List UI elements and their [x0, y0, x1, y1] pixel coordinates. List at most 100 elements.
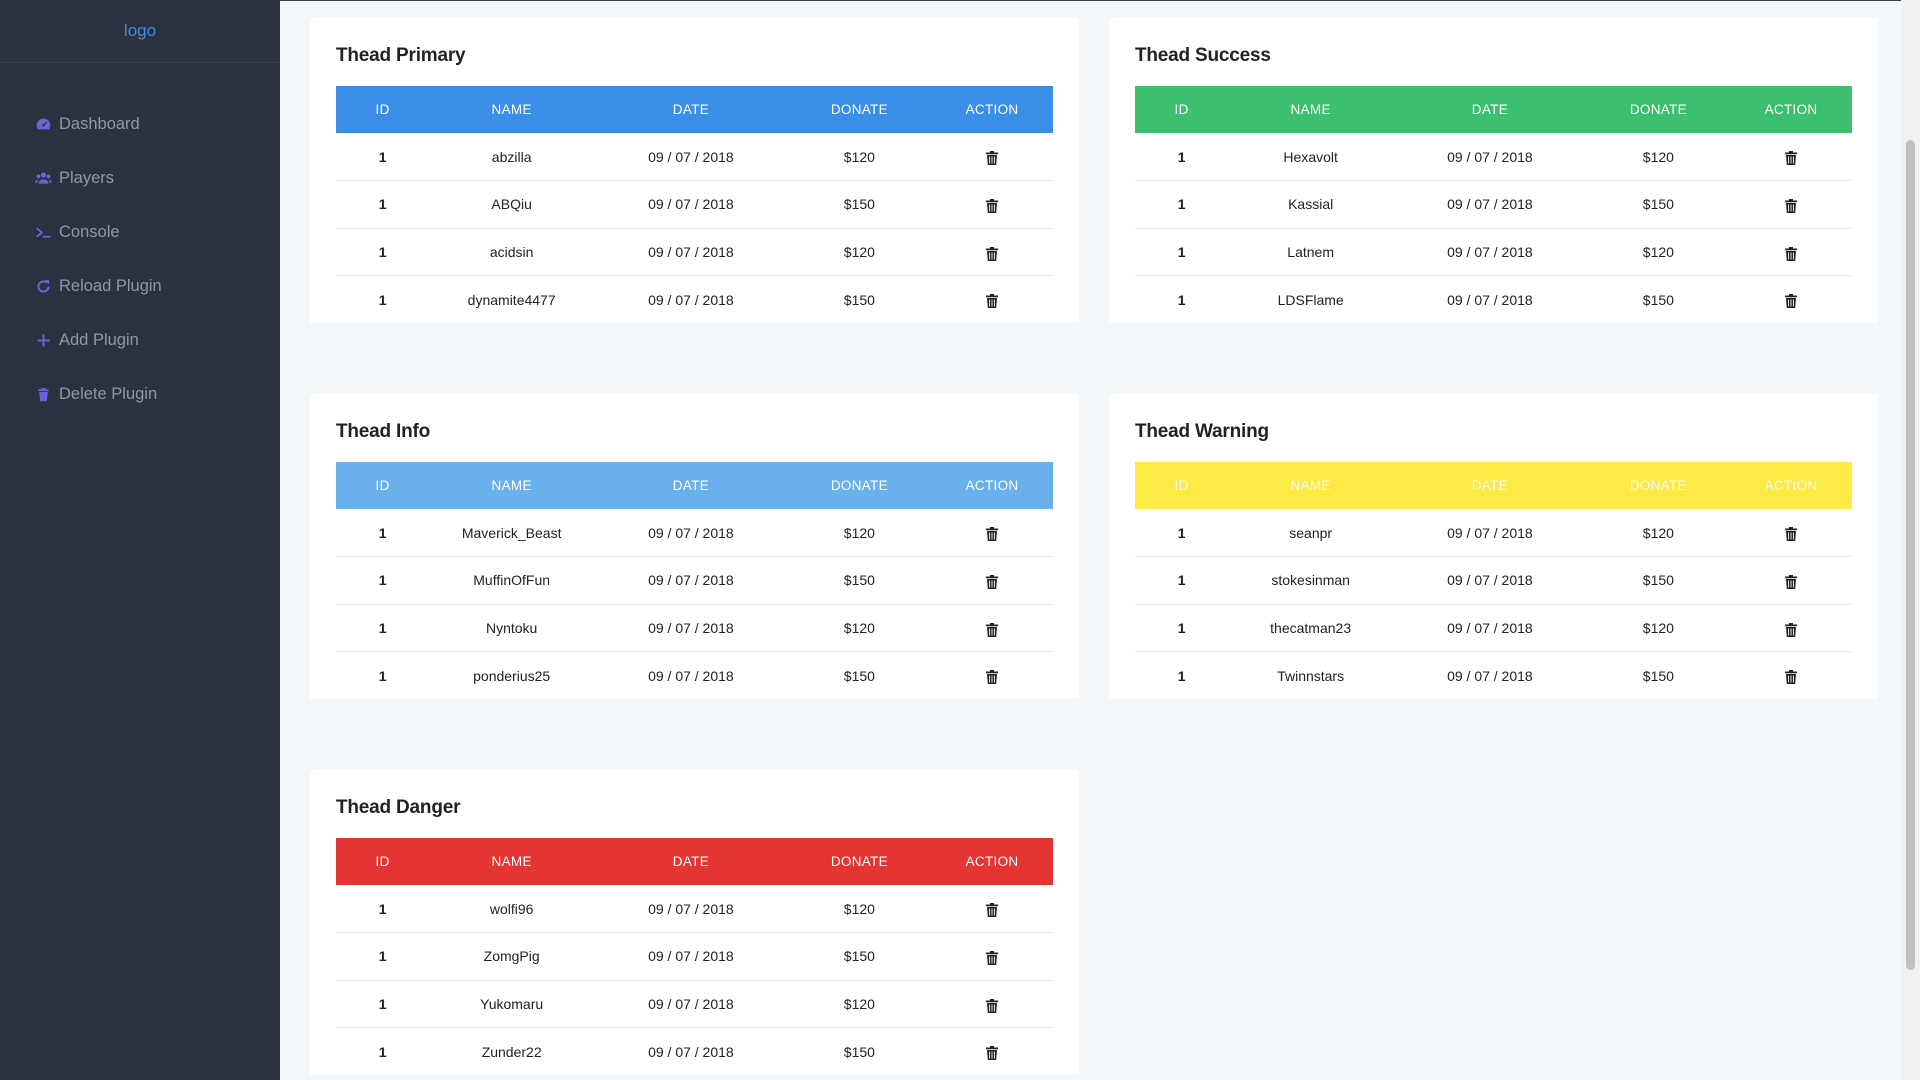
- trash-icon: [986, 1046, 999, 1061]
- sidebar: logo Dashboard Players Console: [0, 0, 280, 1080]
- delete-row-button[interactable]: [1785, 670, 1798, 685]
- cell-name: Kassial: [1228, 180, 1394, 229]
- table-row: 1 acidsin 09 / 07 / 2018 $120: [336, 228, 1053, 276]
- cell-date: 09 / 07 / 2018: [1393, 133, 1587, 181]
- card-thead-warning: Thead Warning ID NAME DATE DONATE ACTION 1 sea…: [1109, 394, 1878, 699]
- delete-row-button[interactable]: [986, 1046, 999, 1061]
- cell-donate: $120: [787, 980, 932, 1028]
- card-thead-primary: Thead Primary ID NAME DATE DONATE ACTION 1 abz…: [310, 18, 1079, 323]
- sidebar-item-delete-plugin[interactable]: Delete Plugin: [0, 367, 280, 421]
- cell-date: 09 / 07 / 2018: [648, 291, 734, 308]
- column-header-id: ID: [375, 102, 390, 117]
- column-header-donate: DONATE: [830, 478, 888, 493]
- delete-row-button[interactable]: [986, 294, 999, 309]
- column-header-action: ACTION: [965, 102, 1019, 117]
- cell-id: 1: [336, 509, 430, 557]
- column-header-name: NAME: [491, 854, 532, 869]
- cell-action: [931, 1028, 1053, 1076]
- delete-row-button[interactable]: [1785, 246, 1798, 261]
- trash-icon: [32, 384, 54, 404]
- sidebar-item-add-plugin[interactable]: Add Plugin: [0, 313, 280, 367]
- column-header-name: NAME: [491, 478, 532, 493]
- table-header-row: ID NAME DATE DONATE ACTION: [1135, 86, 1852, 133]
- sidebar-item-players[interactable]: Players: [0, 151, 280, 205]
- table-row: 1 seanpr 09 / 07 / 2018 $120: [1135, 509, 1852, 557]
- cell-id: 1: [1135, 604, 1229, 652]
- delete-row-button[interactable]: [986, 246, 999, 261]
- trash-icon: [986, 527, 999, 542]
- cell-date: 09 / 07 / 2018: [594, 556, 788, 605]
- cell-action: [1730, 556, 1852, 605]
- delete-row-button[interactable]: [1785, 622, 1798, 637]
- cell-donate: $150: [787, 556, 932, 605]
- table-header-row: ID NAME DATE DONATE ACTION: [336, 462, 1053, 509]
- column-header-date: DATE: [672, 854, 709, 869]
- dashboard-icon: [32, 114, 54, 134]
- cell-donate: $150: [787, 932, 932, 981]
- cell-id: 1: [336, 932, 430, 981]
- table-header-row: ID NAME DATE DONATE ACTION: [336, 838, 1053, 885]
- trash-icon: [986, 151, 999, 166]
- cell-id: 1: [378, 291, 387, 308]
- sidebar-item-console[interactable]: Console: [0, 205, 280, 259]
- delete-row-button[interactable]: [986, 670, 999, 685]
- delete-row-button[interactable]: [986, 951, 999, 966]
- cell-donate: $150: [843, 291, 875, 308]
- sidebar-nav: Dashboard Players Console Reload Plugin: [0, 63, 280, 421]
- sidebar-item-reload-plugin[interactable]: Reload Plugin: [0, 259, 280, 313]
- trash-icon: [1785, 670, 1798, 685]
- column-header-name: NAME: [1290, 102, 1331, 117]
- delete-row-button[interactable]: [1785, 527, 1798, 542]
- data-table: ID NAME DATE DONATE ACTION 1 abzilla 09 / 07 / …: [336, 86, 1053, 323]
- cell-name: Latnem: [1228, 228, 1394, 276]
- cell-action: [931, 980, 1053, 1028]
- cell-date: 09 / 07 / 2018: [594, 180, 788, 229]
- delete-row-button[interactable]: [986, 575, 999, 590]
- trash-icon: [986, 998, 999, 1013]
- delete-row-button[interactable]: [986, 998, 999, 1013]
- delete-row-button[interactable]: [1785, 575, 1798, 590]
- sidebar-item-label: Players: [59, 168, 115, 187]
- card-thead-danger: Thead Danger ID NAME DATE DONATE ACTION 1 wolf…: [310, 770, 1079, 1075]
- cell-date: 09 / 07 / 2018: [594, 228, 788, 276]
- delete-row-button[interactable]: [986, 199, 999, 214]
- page-scrollbar[interactable]: [1901, 0, 1920, 1080]
- table-row: 1 Maverick_Beast 09 / 07 / 2018 $120: [336, 509, 1053, 557]
- delete-row-button[interactable]: [1785, 294, 1798, 309]
- cell-action: [931, 932, 1053, 981]
- cell-action: [931, 228, 1053, 276]
- card-title: Thead Warning: [1135, 421, 1269, 442]
- delete-row-button[interactable]: [1785, 151, 1798, 166]
- cell-action: [1730, 180, 1852, 229]
- cell-action: [931, 133, 1053, 181]
- delete-row-button[interactable]: [986, 622, 999, 637]
- cell-action: [931, 885, 1053, 933]
- column-header-donate: DONATE: [1629, 102, 1687, 117]
- delete-row-button[interactable]: [1785, 199, 1798, 214]
- sidebar-item-dashboard[interactable]: Dashboard: [0, 97, 280, 151]
- plus-icon: [32, 330, 54, 350]
- cell-action: [1730, 509, 1852, 557]
- trash-icon: [1785, 527, 1798, 542]
- column-header-donate: DONATE: [1629, 478, 1687, 493]
- cell-donate: $120: [1586, 509, 1731, 557]
- cell-name: Hexavolt: [1228, 133, 1394, 181]
- main-content: Thead Primary ID NAME DATE DONATE ACTION 1 abz…: [280, 0, 1901, 1080]
- cell-date: 09 / 07 / 2018: [1393, 604, 1587, 652]
- trash-icon: [1785, 622, 1798, 637]
- cell-date: 09 / 07 / 2018: [648, 667, 734, 684]
- delete-row-button[interactable]: [986, 527, 999, 542]
- column-header-action: ACTION: [965, 478, 1019, 493]
- cell-date: 09 / 07 / 2018: [1447, 291, 1533, 308]
- trash-icon: [1785, 246, 1798, 261]
- cell-donate: $120: [787, 133, 932, 181]
- table-row: 1 LDSFlame 09 / 07 / 2018 $150: [1135, 276, 1852, 324]
- cell-action: [931, 604, 1053, 652]
- logo[interactable]: logo: [123, 21, 157, 40]
- cell-date: 09 / 07 / 2018: [594, 885, 788, 933]
- scrollbar-thumb[interactable]: [1906, 140, 1915, 970]
- delete-row-button[interactable]: [986, 151, 999, 166]
- data-table: ID NAME DATE DONATE ACTION 1 seanpr 09 / 07 / 2…: [1135, 462, 1852, 699]
- table-row: 1 MuffinOfFun 09 / 07 / 2018 $150: [336, 556, 1053, 605]
- delete-row-button[interactable]: [986, 903, 999, 918]
